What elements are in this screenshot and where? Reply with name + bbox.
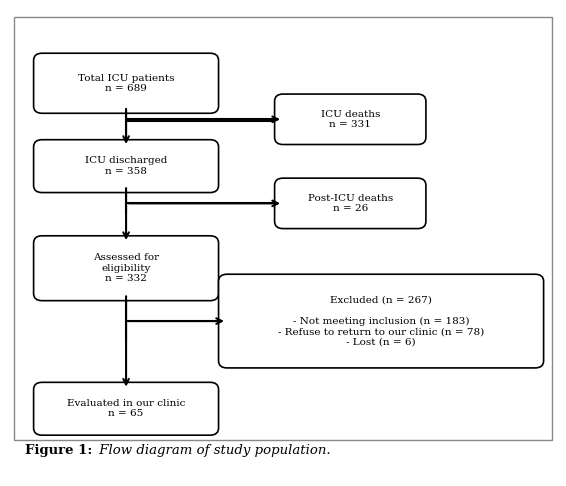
FancyBboxPatch shape [33, 139, 218, 192]
FancyBboxPatch shape [33, 53, 218, 113]
Text: Evaluated in our clinic
n = 65: Evaluated in our clinic n = 65 [67, 399, 185, 418]
FancyBboxPatch shape [275, 178, 426, 228]
Text: Assessed for
eligibility
n = 332: Assessed for eligibility n = 332 [93, 253, 159, 283]
FancyBboxPatch shape [218, 274, 543, 368]
Text: Total ICU patients
n = 689: Total ICU patients n = 689 [78, 73, 174, 93]
Text: Flow diagram of study population.: Flow diagram of study population. [95, 444, 331, 457]
FancyBboxPatch shape [14, 17, 552, 440]
FancyBboxPatch shape [33, 382, 218, 435]
Text: Post-ICU deaths
n = 26: Post-ICU deaths n = 26 [308, 193, 393, 213]
FancyBboxPatch shape [33, 236, 218, 301]
Text: Excluded (n = 267)

- Not meeting inclusion (n = 183)
- Refuse to return to our : Excluded (n = 267) - Not meeting inclusi… [278, 295, 484, 347]
Text: ICU deaths
n = 331: ICU deaths n = 331 [320, 109, 380, 129]
Text: Figure 1:: Figure 1: [25, 444, 93, 457]
FancyBboxPatch shape [275, 94, 426, 144]
Text: ICU discharged
n = 358: ICU discharged n = 358 [85, 156, 168, 176]
